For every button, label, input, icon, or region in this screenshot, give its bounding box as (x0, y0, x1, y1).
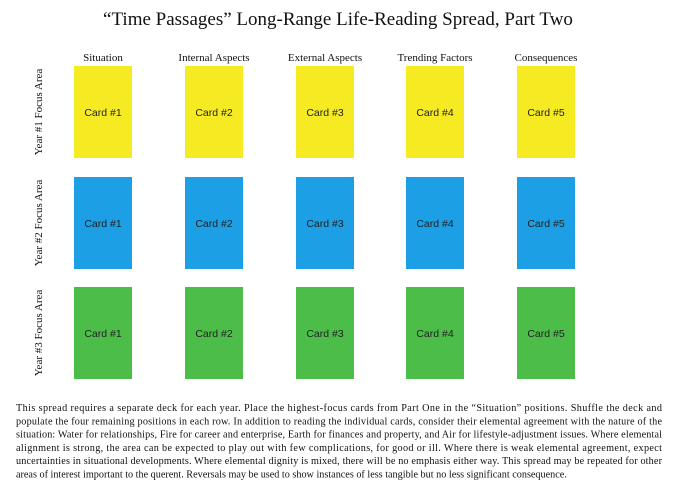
column-header: External Aspects (288, 52, 362, 64)
card-label: Card #4 (416, 107, 454, 119)
card-label: Card #1 (84, 107, 122, 119)
card (517, 177, 575, 269)
card-label: Card #4 (416, 218, 454, 230)
card-label: Card #3 (306, 107, 344, 119)
card-label: Card #3 (306, 218, 344, 230)
card-label: Card #1 (84, 218, 122, 230)
card-label: Card #5 (527, 328, 565, 340)
card (406, 177, 464, 269)
card-label: Card #3 (306, 328, 344, 340)
card (517, 287, 575, 379)
card (406, 66, 464, 158)
title: “Time Passages” Long-Range Life-Reading … (103, 9, 573, 30)
card (74, 287, 132, 379)
row-label: Year #2 Focus Area (33, 180, 45, 267)
description-line: areas of interest important to the quere… (16, 470, 567, 481)
column-header: Trending Factors (397, 52, 472, 64)
row-label: Year #3 Focus Area (33, 290, 45, 377)
card (185, 66, 243, 158)
card (517, 66, 575, 158)
card-label: Card #2 (195, 328, 233, 340)
card (406, 287, 464, 379)
description-line: uncertainties in situational development… (16, 456, 663, 467)
row-label: Year #1 Focus Area (33, 69, 45, 156)
card-label: Card #1 (84, 328, 122, 340)
column-header: Internal Aspects (178, 52, 249, 64)
column-header: Consequences (515, 52, 578, 64)
column-header: Situation (83, 52, 123, 64)
card-label: Card #5 (527, 107, 565, 119)
description-line: populate the four remaining positions in… (16, 416, 662, 427)
card (74, 177, 132, 269)
card-label: Card #4 (416, 328, 454, 340)
card (296, 177, 354, 269)
card (74, 66, 132, 158)
card (296, 66, 354, 158)
card (185, 177, 243, 269)
description-line: This spread requires a separate deck for… (16, 403, 662, 414)
card-label: Card #2 (195, 218, 233, 230)
card-label: Card #5 (527, 218, 565, 230)
card (185, 287, 243, 379)
description-line: situation: Water for relationships, Fire… (16, 430, 662, 441)
card (296, 287, 354, 379)
description-line: alignment is strong, the area can be exp… (16, 443, 662, 454)
card-label: Card #2 (195, 107, 233, 119)
